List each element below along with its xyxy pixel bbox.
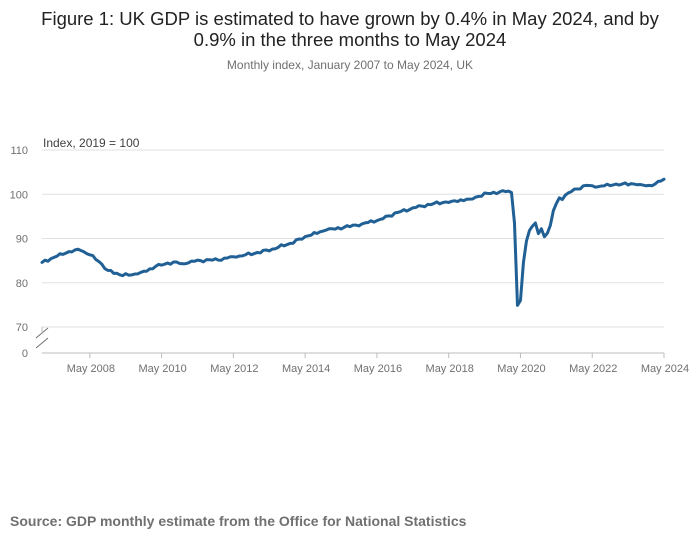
y-axis-label: Index, 2019 = 100: [43, 136, 140, 150]
y-tick-label: 110: [10, 145, 28, 157]
y-tick-label: 100: [10, 189, 28, 201]
x-tick-label: May 2018: [426, 363, 474, 375]
y-tick-label: 80: [16, 278, 28, 290]
x-tick-label: May 2024: [641, 363, 689, 375]
x-tick-label: May 2008: [67, 363, 115, 375]
x-tick-label: May 2022: [569, 363, 617, 375]
x-tick-label: May 2010: [138, 363, 186, 375]
y-tick-label: 0: [22, 348, 28, 360]
y-tick-label: 70: [16, 322, 28, 334]
x-tick-label: May 2014: [282, 363, 330, 375]
chart-subtitle: Monthly index, January 2007 to May 2024,…: [226, 58, 474, 72]
source-note: Source: GDP monthly estimate from the Of…: [10, 513, 467, 529]
x-tick-label: May 2012: [210, 363, 258, 375]
y-tick-label: 90: [16, 234, 28, 246]
chart-title: Figure 1: UK GDP is estimated to have gr…: [41, 8, 659, 50]
axis-break-marker: [35, 327, 49, 349]
x-axis-ticks: May 2008 May 2010 May 2012 May 2014 May 2016…: [67, 353, 689, 375]
x-tick-label: May 2016: [354, 363, 402, 375]
x-tick-label: May 2020: [497, 363, 545, 375]
gridlines: [42, 149, 664, 354]
gdp-series-line: [40, 177, 666, 307]
series-group: [40, 177, 666, 307]
y-axis-ticks: 110 100 90 80 70 0: [10, 145, 28, 360]
